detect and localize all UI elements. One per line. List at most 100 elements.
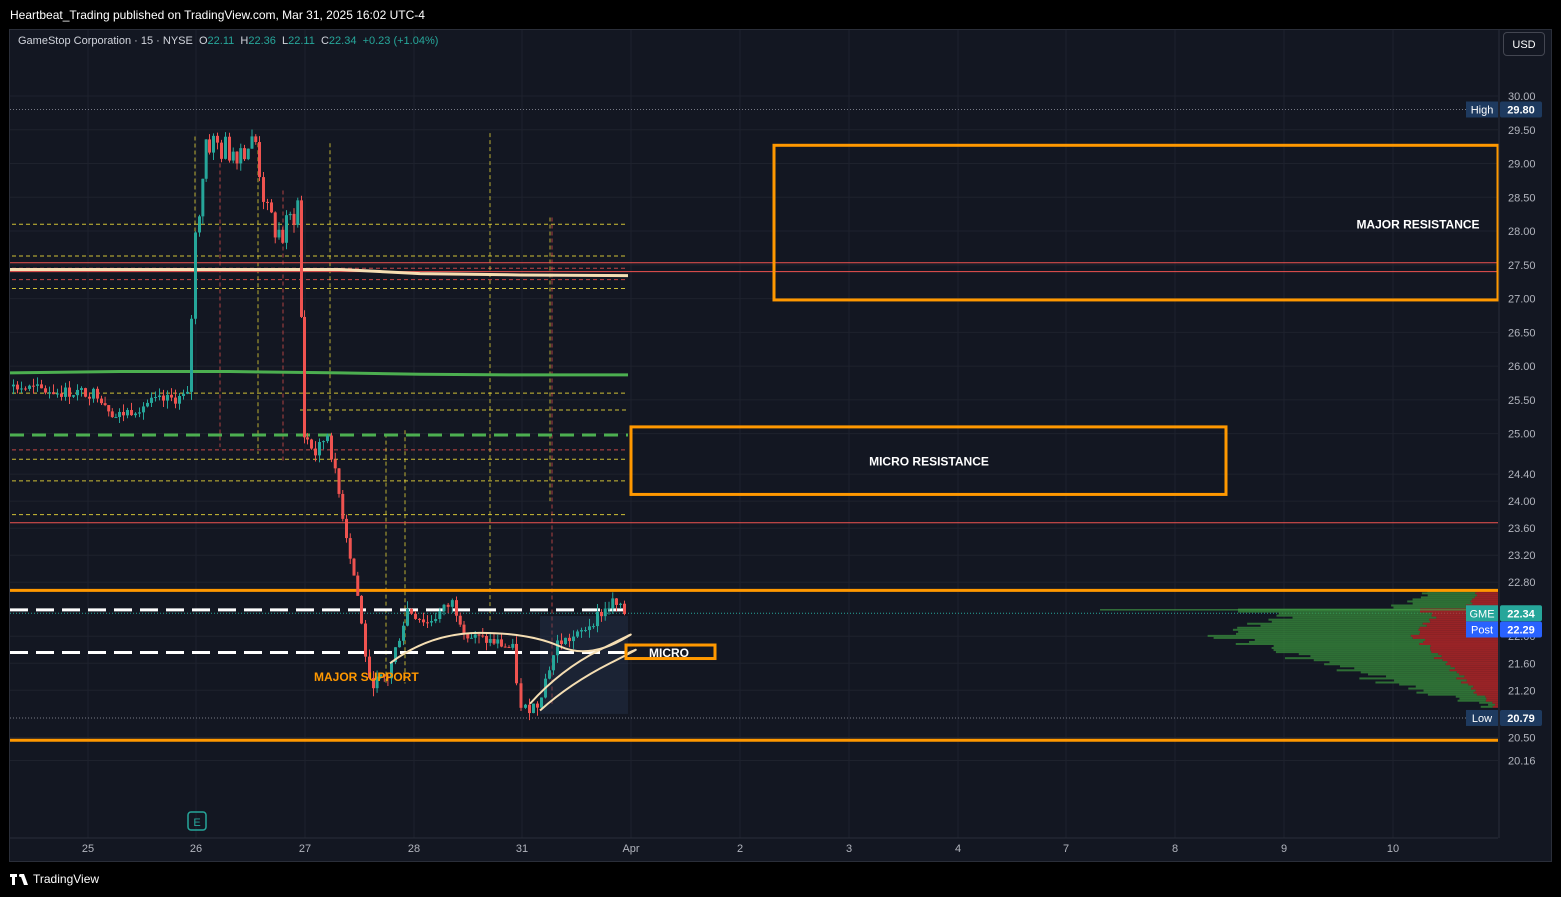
volume-bar-up [1313, 659, 1443, 662]
volume-bar-down [1485, 699, 1498, 702]
zone-label: MICRO [649, 646, 689, 660]
volume-bar-down [1476, 693, 1498, 696]
time-tick-label: 10 [1387, 843, 1399, 855]
candle-body [194, 232, 197, 319]
candle-body [337, 468, 341, 494]
candle-body [568, 637, 571, 642]
candle-up [190, 314, 193, 400]
candle-body [201, 178, 205, 217]
candle-body [84, 388, 87, 397]
candle-down [170, 388, 173, 402]
candle-up [318, 438, 321, 463]
candle-down [220, 139, 223, 163]
volume-profile [1100, 590, 1498, 708]
candle-up [511, 638, 515, 650]
price-tick-label: 23.60 [1508, 523, 1536, 535]
candle-body [356, 575, 360, 596]
candle-body [394, 647, 397, 663]
candle-down [458, 612, 462, 627]
time-axis: 25 26 27 28 31 Apr 2 3 4 7 8 9 10 [10, 837, 1498, 855]
price-tick-label: 26.00 [1508, 361, 1536, 373]
candle-body [607, 608, 611, 610]
volume-bar-up [1232, 628, 1419, 631]
candle-down [314, 441, 317, 462]
candle-up [438, 607, 442, 623]
candle-down [337, 467, 341, 498]
candle-down [281, 227, 285, 245]
candle-body [243, 148, 246, 160]
candle-body [103, 403, 107, 406]
candle-body [519, 683, 523, 708]
candle-body [446, 604, 450, 607]
tradingview-logo: TradingView [10, 872, 99, 886]
candle-up [584, 626, 587, 633]
candle-body [414, 613, 417, 619]
volume-bar-down [1447, 661, 1498, 664]
volume-bar-up [1479, 701, 1493, 704]
volume-bar-down [1422, 622, 1498, 625]
currency-button[interactable]: USD [1503, 32, 1545, 56]
candle-up [212, 133, 215, 160]
candle-body [592, 626, 595, 628]
volume-bar-down [1458, 673, 1498, 676]
time-tick-label: Apr [622, 843, 639, 855]
candle-body [314, 448, 317, 456]
volume-bar-up [1457, 699, 1486, 702]
candle-up [56, 388, 59, 398]
candle-down [88, 392, 91, 406]
candle-body [220, 142, 223, 159]
volume-bar-up [1235, 642, 1420, 645]
candle-body [68, 387, 71, 397]
candle-up [72, 394, 75, 398]
candle-body [481, 635, 485, 637]
open-value: 22.11 [207, 35, 235, 47]
candle-body [288, 213, 292, 216]
candle-down [352, 557, 356, 576]
candle-body [511, 643, 515, 648]
volume-bar-down [1466, 679, 1498, 682]
candle-body [212, 135, 215, 153]
candle-body [503, 646, 507, 648]
candle-down [228, 132, 231, 163]
candle-body [462, 624, 466, 634]
candle-body [306, 437, 309, 440]
candle-down [44, 385, 47, 395]
volume-bar-down [1449, 669, 1498, 672]
candle-up [496, 634, 500, 649]
candle-down [507, 645, 511, 649]
volume-bar-down [1442, 659, 1498, 662]
candle-up [80, 386, 83, 397]
candle-down [103, 396, 107, 407]
candle-body [76, 389, 79, 396]
candle-up [619, 602, 622, 609]
candle-down [492, 632, 496, 645]
candle-body [88, 396, 91, 399]
candle-up [576, 629, 579, 639]
candle-body [390, 662, 393, 679]
candle-down [515, 636, 518, 686]
volume-bar-up [1407, 600, 1471, 603]
candle-up [326, 433, 329, 444]
candle-down [273, 211, 277, 244]
brand-name: TradingView [33, 872, 100, 886]
candle-body [528, 704, 531, 714]
candle-up [166, 390, 169, 409]
earnings-icon: E [187, 811, 207, 831]
candle-down [330, 432, 333, 463]
candle-body [231, 151, 235, 161]
candle-body [190, 318, 193, 392]
candle-body [611, 598, 615, 609]
candle-body [360, 595, 363, 624]
candle-up [224, 132, 227, 160]
volume-bar-down [1425, 638, 1498, 641]
candle-body [154, 396, 157, 398]
candle-body [310, 439, 313, 449]
candle-body [580, 630, 583, 632]
price-label-name: Post [1471, 624, 1493, 636]
candle-body [398, 640, 401, 648]
candle-up [182, 389, 185, 400]
candle-down [446, 602, 450, 614]
candle-down [536, 701, 539, 716]
candle-down [292, 208, 296, 233]
